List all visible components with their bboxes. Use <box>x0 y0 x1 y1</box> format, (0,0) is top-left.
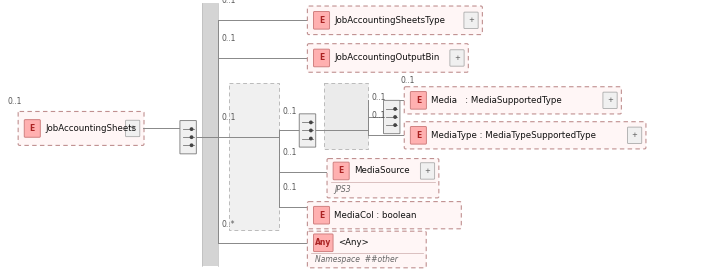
Text: E: E <box>319 211 324 220</box>
FancyBboxPatch shape <box>411 126 426 144</box>
Text: E: E <box>319 16 324 25</box>
FancyBboxPatch shape <box>307 6 482 35</box>
Text: Any: Any <box>315 238 331 247</box>
Circle shape <box>310 137 312 140</box>
FancyBboxPatch shape <box>126 120 140 137</box>
Text: <Any>: <Any> <box>338 238 369 247</box>
Text: MediaCol : boolean: MediaCol : boolean <box>334 211 417 220</box>
Circle shape <box>190 128 193 130</box>
FancyBboxPatch shape <box>307 201 461 229</box>
FancyBboxPatch shape <box>25 120 40 137</box>
Text: +: + <box>632 132 637 138</box>
Circle shape <box>310 121 312 123</box>
FancyBboxPatch shape <box>404 122 646 149</box>
Text: +: + <box>468 17 474 23</box>
Bar <box>202 3 218 266</box>
Text: 0..1: 0..1 <box>7 97 21 106</box>
FancyBboxPatch shape <box>327 158 439 198</box>
Text: 0..1: 0..1 <box>221 114 235 122</box>
Text: JobAccountingSheets: JobAccountingSheets <box>45 124 136 133</box>
Text: MediaSource: MediaSource <box>354 167 409 175</box>
FancyBboxPatch shape <box>404 87 621 114</box>
Circle shape <box>394 108 397 110</box>
FancyBboxPatch shape <box>314 206 329 224</box>
FancyBboxPatch shape <box>628 127 642 143</box>
Text: E: E <box>319 54 324 62</box>
Text: +: + <box>607 97 613 103</box>
FancyBboxPatch shape <box>18 111 144 146</box>
Circle shape <box>310 129 312 132</box>
Text: 0..1: 0..1 <box>283 107 297 116</box>
FancyBboxPatch shape <box>603 92 617 108</box>
Text: E: E <box>416 96 421 105</box>
Text: E: E <box>416 131 421 140</box>
FancyBboxPatch shape <box>180 121 197 154</box>
Text: +: + <box>130 125 135 132</box>
Text: +: + <box>454 55 460 61</box>
Circle shape <box>190 136 193 138</box>
FancyBboxPatch shape <box>314 49 329 67</box>
Text: 0..1: 0..1 <box>371 111 385 120</box>
Text: 0..1: 0..1 <box>371 93 385 102</box>
Text: JobAccountingOutputBin: JobAccountingOutputBin <box>334 54 439 62</box>
FancyBboxPatch shape <box>314 234 333 252</box>
Circle shape <box>394 124 397 126</box>
Text: MediaType : MediaTypeSupportedType: MediaType : MediaTypeSupportedType <box>431 131 596 140</box>
FancyBboxPatch shape <box>307 44 468 72</box>
FancyBboxPatch shape <box>333 162 349 180</box>
Text: 0..1: 0..1 <box>221 0 235 5</box>
Text: 0..1: 0..1 <box>283 183 297 192</box>
Text: 0..1: 0..1 <box>221 34 235 43</box>
Circle shape <box>394 116 397 118</box>
FancyBboxPatch shape <box>307 231 426 268</box>
Text: +: + <box>425 168 430 174</box>
Text: Namespace  ##other: Namespace ##other <box>315 255 398 264</box>
Text: E: E <box>338 167 344 175</box>
FancyBboxPatch shape <box>464 12 478 29</box>
Text: JPS3: JPS3 <box>335 185 351 194</box>
FancyBboxPatch shape <box>411 91 426 109</box>
Text: 0..1: 0..1 <box>283 148 297 157</box>
Bar <box>324 83 368 149</box>
FancyBboxPatch shape <box>383 100 400 134</box>
Text: E: E <box>29 124 35 133</box>
FancyBboxPatch shape <box>450 50 464 66</box>
FancyBboxPatch shape <box>420 163 435 179</box>
FancyBboxPatch shape <box>299 114 316 147</box>
Bar <box>229 83 279 230</box>
FancyBboxPatch shape <box>314 12 329 29</box>
Text: 0..1: 0..1 <box>400 76 414 85</box>
Text: 0..*: 0..* <box>221 220 234 229</box>
Text: JobAccountingSheetsType: JobAccountingSheetsType <box>334 16 445 25</box>
Text: Media   : MediaSupportedType: Media : MediaSupportedType <box>431 96 562 105</box>
Circle shape <box>190 144 193 146</box>
